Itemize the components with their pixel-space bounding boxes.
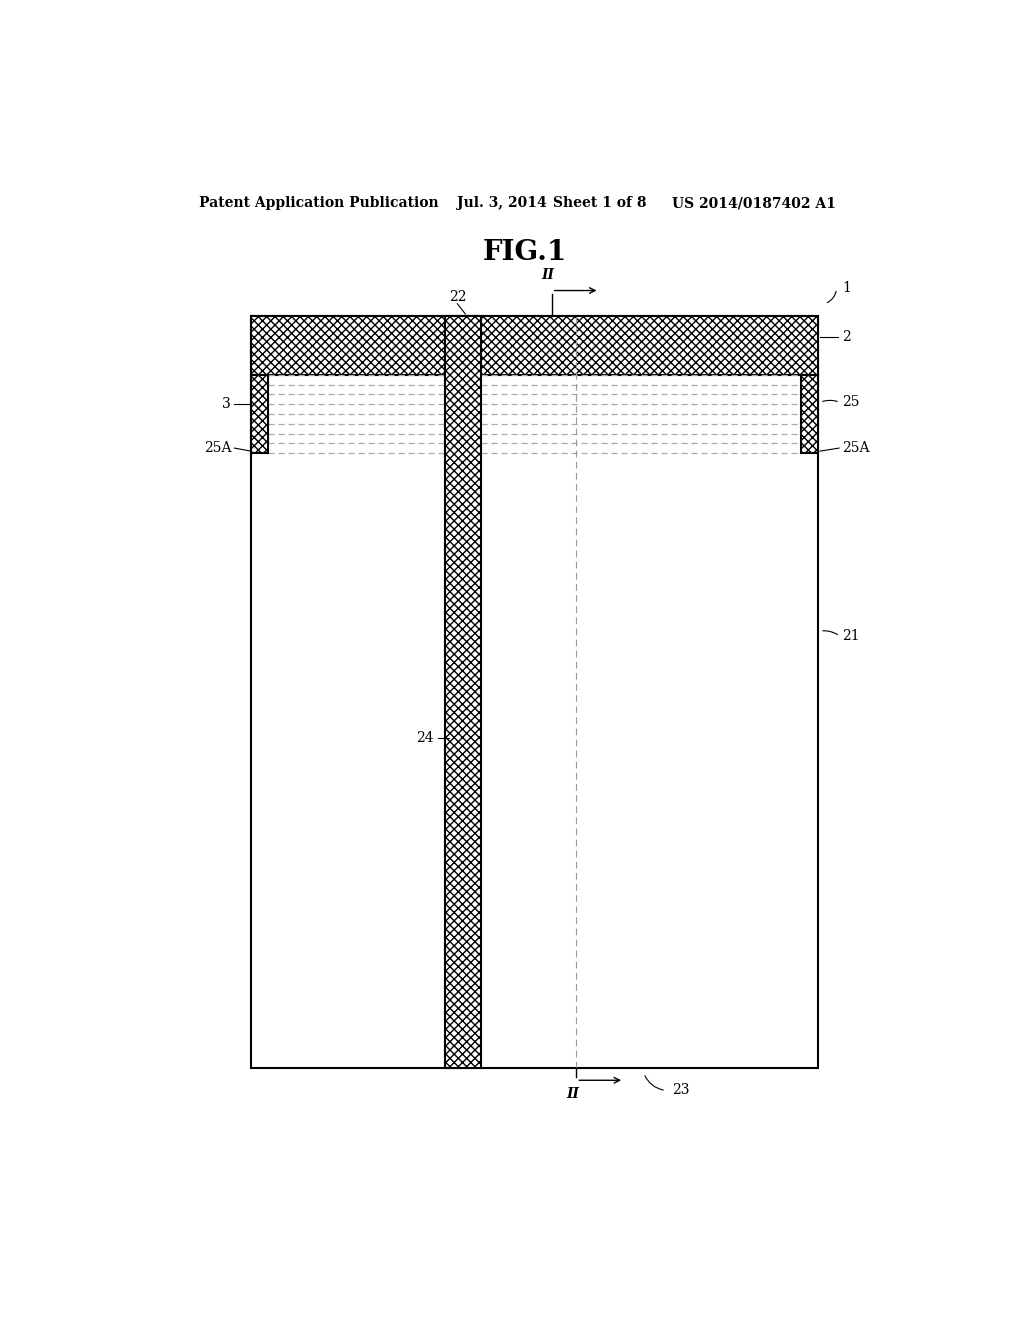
Text: FIG.1: FIG.1: [482, 239, 567, 267]
Text: 2: 2: [842, 330, 851, 345]
Bar: [801, 375, 818, 453]
Text: 22: 22: [449, 290, 466, 304]
Bar: [251, 375, 268, 453]
Text: 25A: 25A: [842, 441, 869, 455]
Bar: [251, 315, 818, 1068]
Text: II: II: [542, 268, 554, 282]
Text: US 2014/0187402 A1: US 2014/0187402 A1: [672, 197, 836, 210]
Bar: [445, 315, 481, 1068]
Text: 24: 24: [416, 731, 433, 744]
Text: II: II: [566, 1088, 579, 1101]
Text: 1: 1: [842, 281, 851, 296]
Bar: [251, 315, 818, 375]
Text: Patent Application Publication: Patent Application Publication: [200, 197, 439, 210]
Text: 3: 3: [222, 397, 231, 412]
Text: 25: 25: [842, 395, 860, 409]
Text: Jul. 3, 2014: Jul. 3, 2014: [458, 197, 547, 210]
Text: 25A: 25A: [204, 441, 231, 455]
Text: Sheet 1 of 8: Sheet 1 of 8: [553, 197, 646, 210]
Text: 23: 23: [672, 1084, 689, 1097]
Text: 21: 21: [842, 630, 860, 643]
